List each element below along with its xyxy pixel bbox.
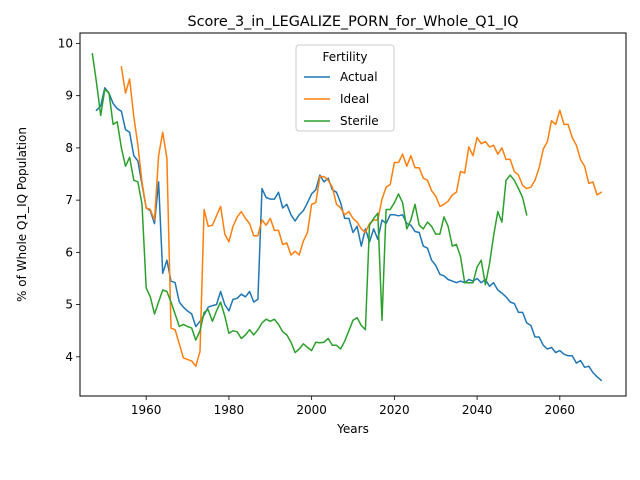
- y-tick-label: 5: [65, 298, 73, 312]
- x-tick-label: 2040: [462, 403, 493, 417]
- series-line-actual: [95, 87, 603, 382]
- legend-label-sterile: Sterile: [340, 114, 379, 128]
- y-tick-label: 4: [65, 350, 73, 364]
- legend-label-ideal: Ideal: [340, 92, 369, 106]
- y-axis-ticks: 4 5 6 7 8 9 10: [58, 36, 80, 364]
- plot-area-frame: [79, 32, 627, 397]
- legend-title: Fertility: [322, 50, 367, 64]
- x-tick-label: 2060: [545, 403, 576, 417]
- x-tick-label: 1980: [214, 403, 245, 417]
- x-tick-label: 2020: [379, 403, 410, 417]
- y-tick-label: 6: [65, 245, 73, 259]
- chart-title: Score_3_in_LEGALIZE_PORN_for_Whole_Q1_IQ: [187, 14, 518, 30]
- y-tick-label: 9: [65, 89, 73, 103]
- x-axis-ticks: 1960 1980 2000 2020 2040 2060: [131, 396, 575, 417]
- series-line-ideal: [120, 66, 603, 367]
- y-tick-label: 10: [58, 36, 73, 50]
- y-axis-label: % of Whole Q1_IQ Population: [15, 127, 29, 302]
- series-line-sterile: [91, 53, 528, 354]
- x-axis-label: Years: [336, 422, 369, 436]
- x-tick-label: 1960: [131, 403, 162, 417]
- y-tick-label: 8: [65, 141, 73, 155]
- series-lines: [91, 53, 603, 382]
- legend-box: [295, 44, 395, 132]
- legend-label-actual: Actual: [340, 70, 378, 84]
- x-tick-label: 2000: [296, 403, 327, 417]
- legend: Fertility Actual Ideal Sterile: [295, 44, 395, 132]
- y-tick-label: 7: [65, 193, 73, 207]
